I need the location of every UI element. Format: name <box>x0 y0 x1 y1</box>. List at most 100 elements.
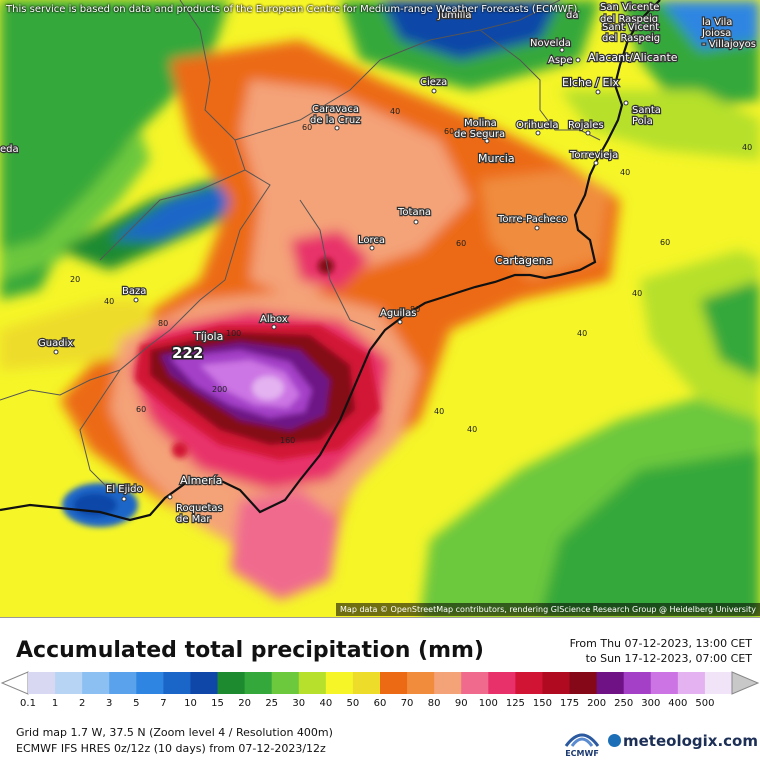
scale-tick-label: 50 <box>346 698 360 709</box>
isoline-label: 40 <box>742 143 752 152</box>
map-attribution[interactable]: Map data © OpenStreetMap contributors, r… <box>336 603 760 616</box>
city-san-vicente: San Vicente del Raspeig Sant Vicent del … <box>599 1 662 45</box>
scale-tick-label: 175 <box>559 698 580 709</box>
svg-text:da: da <box>566 10 578 21</box>
scale-swatch <box>55 672 83 694</box>
scale-swatch <box>244 672 273 694</box>
precip-core <box>62 258 380 527</box>
city-alicante: Alacant/Alicante <box>587 50 679 65</box>
color-scale-labels: 0.1 1 2 3 5 7 10 15 20 25 30 40 50 60 70 80 90 100 125 150 1… <box>0 698 760 712</box>
city-murcia: Murcia <box>477 151 516 166</box>
legend-panel: Accumulated total precipitation (mm) Fro… <box>0 617 760 761</box>
isoline-label: 60 <box>456 239 466 248</box>
isoline-labels: 40 60 60 40 20 40 80 100 60 80 40 60 40 … <box>70 107 752 445</box>
svg-text:Aguilas: Aguilas <box>380 308 416 319</box>
scale-tick-label: 7 <box>160 698 167 709</box>
scale-swatch <box>109 672 137 694</box>
scale-swatch <box>352 672 381 694</box>
scale-swatch <box>163 672 191 694</box>
map-canvas: 40 60 60 40 20 40 80 100 60 80 40 60 40 … <box>0 0 760 617</box>
svg-text:Torre-Pacheco: Torre-Pacheco <box>497 214 567 225</box>
svg-text:Jumilla: Jumilla <box>437 10 472 21</box>
isoline-label: 80 <box>158 319 168 328</box>
max-value-label: 222 <box>172 344 203 362</box>
isoline-label: 100 <box>226 329 241 338</box>
scale-swatch <box>298 672 327 694</box>
isoline-label: 40 <box>467 425 477 434</box>
scale-swatch <box>380 672 408 694</box>
scale-swatch <box>325 672 354 694</box>
scale-tick-label: 90 <box>454 698 468 709</box>
city-rojales: Rojales <box>567 119 605 136</box>
city-la-vila-joiosa: la Vila Joiosa - Villajoyos <box>700 16 757 51</box>
scale-tick-label: 30 <box>292 698 306 709</box>
precip-blue-sierra <box>110 180 240 240</box>
scale-tick-label: 25 <box>265 698 279 709</box>
svg-text:Cartagena: Cartagena <box>495 254 552 267</box>
svg-text:Sant Vicent: Sant Vicent <box>602 22 659 33</box>
legend-title: Accumulated total precipitation (mm) <box>16 638 484 663</box>
meteologix-logo[interactable]: meteologix.com <box>608 732 758 750</box>
scale-overflow-arrow <box>731 671 760 695</box>
city-orihuela: Orihuela <box>515 119 560 136</box>
isoline-label: 60 <box>302 123 312 132</box>
color-scale <box>0 671 760 695</box>
province-border-7 <box>99 169 246 261</box>
scale-swatch <box>623 672 652 694</box>
scale-tick-label: 300 <box>641 698 661 709</box>
precip-pink-south <box>230 490 340 600</box>
scale-swatch <box>190 672 219 694</box>
svg-text:Molina: Molina <box>464 118 497 129</box>
isoline-label: 40 <box>434 407 444 416</box>
precip-lorca-spot <box>318 258 334 274</box>
isoline-label: 80 <box>410 305 420 314</box>
svg-text:Almería: Almería <box>180 474 222 487</box>
isoline-label: 160 <box>280 436 295 445</box>
ecmwf-logo[interactable]: ECMWF <box>560 726 604 758</box>
scale-swatch <box>136 672 164 694</box>
scale-swatch <box>704 672 733 694</box>
svg-text:Torrevieja: Torrevieja <box>569 150 618 161</box>
scale-tick-label: 20 <box>238 698 251 709</box>
grid-info: Grid map 1.7 W, 37.5 N (Zoom level 4 / R… <box>16 726 333 739</box>
city-tijola: Tíjola <box>192 329 225 344</box>
scale-tick-label: 250 <box>614 698 634 709</box>
scale-tick-label: 150 <box>532 698 552 709</box>
city-aguilas: Aguilas <box>379 307 418 325</box>
scale-tick-label: 3 <box>106 698 113 709</box>
scale-swatch <box>650 672 679 694</box>
isoline-label: 60 <box>660 238 670 247</box>
city-santa-pola: Santa Pola <box>623 100 662 128</box>
precipitation-map[interactable]: 40 60 60 40 20 40 80 100 60 80 40 60 40 … <box>0 0 760 617</box>
scale-swatch <box>407 672 435 694</box>
scale-tick-label: 0.1 <box>20 698 36 709</box>
city-baza: Baza <box>121 285 148 303</box>
city-almeria: Almería <box>167 473 224 500</box>
isoline-label: 40 <box>620 168 630 177</box>
isoline-label: 60 <box>444 127 454 136</box>
svg-text:- Villajoyos: - Villajoyos <box>702 39 756 50</box>
province-border-3 <box>479 29 601 141</box>
period-to: to Sun 17-12-2023, 07:00 CET <box>585 652 752 665</box>
isoline-label: 60 <box>136 405 146 414</box>
city-labels: Jumilla San Vicente del Raspeig Sant Vic… <box>0 1 757 526</box>
city-lorca: Lorca <box>357 234 386 251</box>
scale-swatch <box>28 672 56 694</box>
isoline-label: 60 <box>518 255 528 264</box>
svg-text:del Raspeig: del Raspeig <box>602 33 660 44</box>
svg-text:Albox: Albox <box>260 314 288 325</box>
scale-swatch <box>434 672 462 694</box>
precip-south-spot <box>172 442 188 458</box>
precip-lightgreen-west <box>0 130 150 280</box>
precip-max-spot <box>252 376 284 400</box>
city-albox: Albox <box>259 313 289 330</box>
isoline-label: 20 <box>70 275 80 284</box>
coastline <box>0 0 661 522</box>
svg-text:Santa: Santa <box>632 105 661 116</box>
scale-tick-label: 2 <box>78 698 86 709</box>
precip-lightgreen-ne <box>560 90 760 160</box>
svg-text:Cieza: Cieza <box>420 77 447 88</box>
precip-green-se2 <box>540 450 760 617</box>
city-caravaca: Caravaca de la Cruz <box>309 103 362 131</box>
